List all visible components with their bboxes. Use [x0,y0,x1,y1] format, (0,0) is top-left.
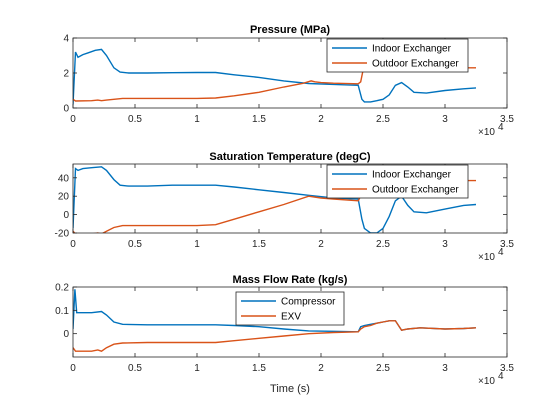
legend: Compressor EXV [235,291,345,326]
legend: Indoor Exchanger Outdoor Exchanger [326,164,469,199]
x-axis-label: Time (s) [270,383,310,395]
panel-title: Mass Flow Rate (kg/s) [233,274,348,286]
panel-title: Pressure (MPa) [250,24,330,36]
x-tick-label: 1.5 [252,363,266,374]
x-tick-label: 3 [442,363,448,374]
y-tick-label: 2 [63,69,69,80]
pressure-panel: Pressure (MPa) 0 0.5 1 1.5 2 2.5 3 3.5 0 2 4 Indoo… [63,24,514,138]
y-tick-label: 0 [63,104,69,115]
x-tick-label: 2.5 [376,239,390,250]
x-tick-label: 1 [194,114,200,125]
y-tick-label: -20 [55,229,70,240]
legend-entry: Outdoor Exchanger [372,185,459,196]
mass-flow-rate-panel: Mass Flow Rate (kg/s) 0 0.5 1 1.5 2 2.5 3 3.500… [55,274,514,395]
x-exponent: ×10 [478,376,495,387]
x-tick-label: 0.5 [128,363,142,374]
y-tick-label: 0 [63,329,69,340]
x-tick-label: 0 [70,363,76,374]
legend-box [326,164,469,199]
x-exponent: ×10 [478,252,495,263]
y-tick-label: 20 [58,192,70,203]
x-tick-label: 1.5 [252,239,266,250]
x-tick-label: 0 [70,114,76,125]
axes-box [72,286,508,358]
y-tick-label: 0 [63,210,69,221]
series-line-2 [73,320,477,352]
legend-entry: Outdoor Exchanger [372,59,459,70]
x-tick-label: 1.5 [252,114,266,125]
x-tick-label: 2 [318,363,324,374]
tick-labels: 0 0.5 1 1.5 2 2.5 3 3.5 0 2 4 [63,34,514,126]
plot-area [72,286,508,358]
legend-entry: Indoor Exchanger [372,170,452,181]
legend-entry: Compressor [281,297,336,308]
x-tick-label: 2 [318,239,324,250]
legend-entry: EXV [281,312,301,323]
legend-entry: Indoor Exchanger [372,44,452,55]
x-exponent: ×10 [478,127,495,138]
x-tick-label: 3.5 [500,114,514,125]
legend-box [326,38,469,73]
tick-labels: 0 0.5 1 1.5 2 2.5 3 3.5 0 0.1 0.2 [55,283,514,375]
x-tick-label: 0 [70,239,76,250]
x-exponent-power: 4 [498,371,504,382]
x-tick-label: 1 [194,363,200,374]
x-tick-label: 0.5 [128,114,142,125]
legend-box [235,291,345,326]
x-tick-label: 0.5 [128,239,142,250]
saturation-temperature-panel: Saturation Temperature (degC) 0 0.5 1 1.5 2 2… [55,151,515,263]
y-tick-label: 4 [63,34,69,45]
panel-title: Saturation Temperature (degC) [209,151,370,163]
x-tick-label: 3 [442,239,448,250]
axes-box [72,163,508,234]
x-tick-label: 2.5 [376,363,390,374]
y-tick-label: 0.2 [55,283,69,294]
x-tick-label: 1 [194,239,200,250]
y-tick-label: 40 [58,173,70,184]
x-tick-label: 3 [442,114,448,125]
x-tick-label: 3.5 [500,239,514,250]
legend: Indoor Exchanger Outdoor Exchanger [326,38,469,73]
x-exponent-power: 4 [498,247,504,258]
series-line-1 [73,48,477,105]
x-tick-label: 2 [318,114,324,125]
x-exponent-power: 4 [498,122,504,133]
y-tick-label: 0.1 [55,306,69,317]
x-tick-label: 2.5 [376,114,390,125]
x-tick-label: 3.5 [500,363,514,374]
series-line-1 [73,166,477,233]
